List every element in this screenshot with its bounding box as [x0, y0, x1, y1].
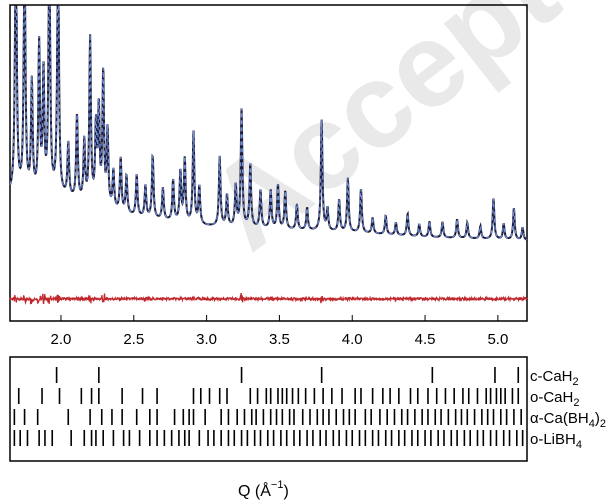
phase-row: o-CaH2: [17, 388, 579, 409]
phase-tick-frame: [9, 356, 528, 462]
pattern-panel: 2.0 2.5 3.0 3.5 4.0 4.5 5.0: [9, 4, 528, 348]
x-tick-label: 4.5: [415, 331, 436, 348]
difference-curve: [9, 292, 528, 306]
phase-label: o-CaH2: [530, 389, 579, 409]
phase-row: c-CaH2: [55, 367, 579, 388]
x-tick-label: 2.0: [51, 331, 72, 348]
x-tick-label: 3.5: [269, 331, 290, 348]
pattern-frame: [9, 4, 528, 322]
phase-row: o-LiBH4: [13, 430, 582, 451]
x-axis-ticks: 2.0 2.5 3.0 3.5 4.0 4.5 5.0: [51, 315, 508, 348]
x-axis-label: Q (Å−1): [238, 479, 289, 500]
x-tick-label: 5.0: [487, 331, 508, 348]
phase-label: α-Ca(BH4)2: [530, 410, 606, 430]
x-tick-label: 4.0: [342, 331, 363, 348]
calculated-curve: [9, 5, 528, 241]
x-tick-label: 2.5: [123, 331, 144, 348]
x-tick-label: 3.0: [196, 331, 217, 348]
phase-label: o-LiBH4: [530, 431, 582, 451]
phase-row: α-Ca(BH4)2: [13, 409, 606, 430]
phase-label: c-CaH2: [530, 368, 579, 388]
